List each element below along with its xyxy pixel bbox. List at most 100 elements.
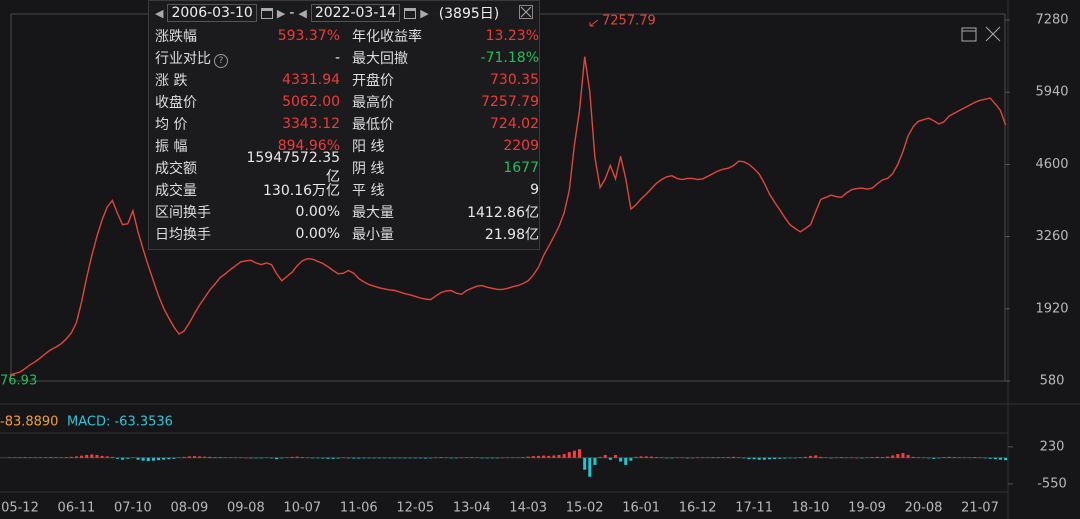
stat-label: 最小量 (352, 227, 395, 243)
x-tick-label: 18-10 (792, 501, 830, 516)
macd-bar (711, 457, 715, 458)
prev-button[interactable]: ◀ (155, 6, 164, 20)
macd-bar (33, 457, 37, 458)
macd-bar (978, 457, 982, 459)
macd-bar (208, 456, 212, 458)
macd-bar (834, 457, 838, 459)
stat-value: 724.02 (490, 116, 539, 132)
close-button[interactable] (985, 26, 1001, 42)
next-button[interactable]: ▶ (420, 6, 429, 20)
stat-row: 涨跌幅 593.37% 年化收益率 13.23% (149, 25, 539, 47)
help-icon[interactable]: ? (214, 54, 228, 68)
macd-bar (90, 454, 94, 458)
macd-bar (947, 456, 951, 458)
macd-bar (783, 457, 787, 459)
stat-row: 成交额 15947572.35亿阴 线 1677 (149, 150, 539, 185)
stat-label: 日均换手 (155, 227, 211, 243)
macd-bar (254, 457, 258, 459)
macd-bar (644, 456, 648, 458)
macd-bar (516, 457, 520, 458)
macd-bar (844, 457, 848, 458)
macd-bar (675, 457, 679, 459)
stat-label: 阳 线 (352, 139, 385, 155)
macd-bar (336, 457, 340, 459)
macd-bar (521, 457, 525, 458)
macd-bar (480, 457, 484, 459)
macd-bar (270, 457, 274, 459)
macd-bar (762, 457, 766, 460)
range-stats-panel: ◀ 2006-03-10 ▶ - ◀ 2022-03-14 ▶ (3895日) … (148, 0, 540, 250)
macd-bar (773, 457, 777, 459)
next-button[interactable]: ▶ (276, 6, 286, 20)
macd-bar (752, 457, 756, 460)
restore-button[interactable] (961, 27, 977, 42)
prev-button[interactable]: ◀ (298, 6, 307, 20)
stat-value: 1412.86亿 (467, 205, 539, 221)
stat-value: -71.18% (480, 50, 539, 66)
macd-bar (957, 457, 961, 458)
y-tick-label: 230 (1040, 439, 1065, 454)
macd-bar (444, 457, 448, 458)
macd-bar (59, 457, 63, 458)
macd-bar (13, 457, 17, 458)
macd-bar (172, 457, 176, 459)
x-tick-label: 09-08 (227, 501, 265, 516)
end-date[interactable]: 2022-03-14 (310, 4, 401, 22)
stat-value: 730.35 (490, 72, 539, 88)
start-date[interactable]: 2006-03-10 (167, 4, 257, 22)
macd-bar (680, 457, 684, 459)
stat-value: 130.16万亿 (263, 183, 341, 199)
range-days: (3895日) (438, 6, 500, 22)
calendar-icon[interactable] (404, 7, 417, 19)
x-tick-label: 11-06 (340, 501, 378, 516)
macd-bar (706, 457, 710, 458)
macd-bar (8, 457, 12, 459)
stat-label: 阴 线 (352, 161, 385, 177)
macd-bar (290, 456, 294, 458)
stat-label: 收盘价 (155, 95, 197, 111)
macd-bar (655, 457, 659, 458)
stat-label: 振 幅 (155, 139, 188, 155)
macd-bar (501, 457, 505, 459)
macd-bar (69, 456, 73, 458)
calendar-icon[interactable] (260, 7, 273, 19)
x-tick-label: 15-02 (566, 501, 604, 516)
macd-bar (880, 457, 884, 458)
macd-bar (141, 457, 145, 461)
macd-bar (726, 457, 730, 458)
close-panel-button[interactable] (519, 5, 533, 19)
macd-bar (126, 457, 130, 459)
macd-bar (921, 457, 925, 459)
macd-bar (157, 457, 161, 461)
macd-bar (331, 457, 335, 459)
x-tick-label: 16-01 (622, 501, 660, 516)
y-tick-label: -550 (1037, 476, 1067, 491)
macd-bar (454, 457, 458, 459)
macd-bar (105, 456, 109, 458)
stat-value: 2209 (503, 138, 539, 154)
macd-bar (285, 457, 289, 458)
macd-bar (875, 456, 879, 458)
macd-bar (952, 457, 956, 458)
macd-bar (747, 457, 751, 460)
macd-bar (973, 457, 977, 458)
macd-bar (418, 457, 422, 459)
x-tick-label: 17-11 (735, 501, 773, 516)
macd-bar (536, 455, 540, 458)
macd-bar (531, 456, 535, 458)
macd-bar (280, 457, 284, 459)
macd-bar (927, 457, 931, 459)
x-tick-label: 10-07 (283, 501, 321, 516)
macd-bar (911, 456, 915, 458)
macd-bar (382, 457, 386, 459)
macd-bar (413, 457, 417, 459)
stat-label: 涨跌幅 (155, 29, 197, 45)
macd-bar (28, 457, 32, 458)
macd-bar (983, 457, 987, 459)
stat-value: 13.23% (485, 28, 539, 44)
macd-bar (665, 457, 669, 459)
macd-bar (398, 457, 402, 459)
macd-bar (608, 457, 612, 460)
macd-bar (116, 457, 120, 459)
